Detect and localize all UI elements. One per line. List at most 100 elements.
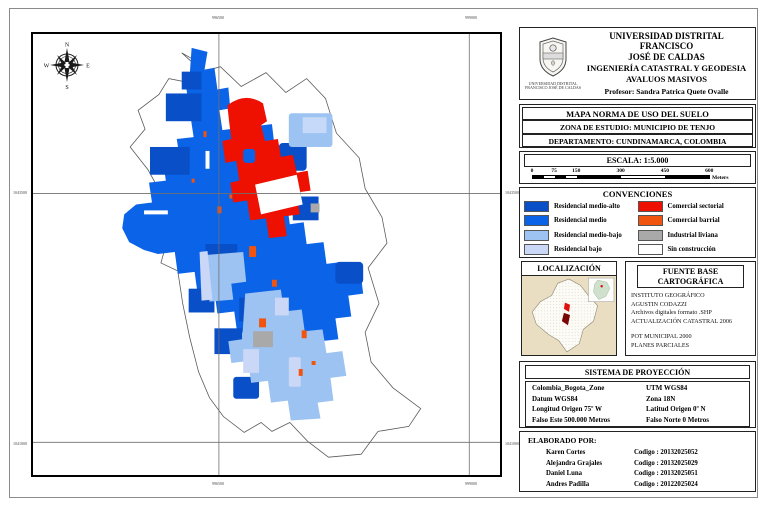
legend-label: Residencial medio <box>554 217 607 225</box>
scale-tick: 75 <box>551 168 557 174</box>
legend-swatch <box>637 215 663 227</box>
authors-title: ELABORADO POR: <box>528 436 597 445</box>
location-title: LOCALIZACIÓN <box>521 261 617 276</box>
author-name: Daniel Luna <box>546 470 583 477</box>
zone-residencial-bajo-layer <box>199 251 301 387</box>
projection-cell: Longitud Origen 75º W <box>532 405 603 413</box>
projection-row: Longitud Origen 75º W Latitud Origen 0º N <box>532 404 743 415</box>
legend-item: Industrial liviana <box>637 228 752 243</box>
zone-comercial-barrial-layer <box>191 131 316 376</box>
location-inset-map <box>521 276 617 356</box>
grid-label-bottom-1: 996500 <box>212 481 224 486</box>
university-logo: 0 UNIVERSIDAD DISTRITAL FRANCISCO JOSÉ D… <box>524 36 582 91</box>
scale-label: ESCALA: 1:5.000 <box>524 154 751 167</box>
scale-bar: 0 75 150 300 450 600 Meters <box>531 168 743 183</box>
legend-panel: CONVENCIONES Residencial medio-alto Resi… <box>519 187 756 258</box>
grid-label-top-2: 999000 <box>465 15 477 20</box>
legend-label: Residencial medio-alto <box>554 202 620 210</box>
author-name: Alejandra Grajales <box>546 459 603 467</box>
legend-swatch <box>637 229 663 241</box>
author-code: Codigo : 20132025052 <box>634 449 698 456</box>
legend-item: Residencial bajo <box>524 243 638 258</box>
projection-cell: Zona 18N <box>645 394 676 403</box>
study-zone: ZONA DE ESTUDIO: MUNICIPIO DE TENJO <box>522 120 753 134</box>
author-row: Daniel Luna Codigo : 20132025051 <box>528 469 747 480</box>
legend-title: CONVENCIONES <box>602 189 673 199</box>
scale-tick: 450 <box>660 168 670 174</box>
author-row: Andres Padilla Codigo : 20122025024 <box>528 480 747 491</box>
projection-row: Datum WGS84 Zona 18N <box>532 394 743 405</box>
grid-label-right-2: 1041000 <box>505 441 519 446</box>
scale-tick: 600 <box>705 168 714 174</box>
projection-cell: Datum WGS84 <box>532 394 578 403</box>
source-title-line1: FUENTE BASE <box>662 267 719 276</box>
source-line: ACTUALIZACIÓN CATASTRAL 2006 <box>631 317 733 325</box>
legend-item: Residencial medio-alto <box>524 199 638 214</box>
legend-item: Comercial sectorial <box>637 199 752 214</box>
municipality-highlight <box>563 302 571 312</box>
author-code: Codigo : 20132025051 <box>634 470 698 477</box>
projection-table: Colombia_Bogota_Zone UTM WGS84 Datum WGS8… <box>525 381 750 427</box>
legend-swatch <box>524 200 549 212</box>
projection-cell: Falso Este 500.000 Metros <box>532 415 611 424</box>
legend-item: Residencial medio <box>524 214 638 229</box>
compass-west-label: W <box>44 64 50 70</box>
source-line: POT MUNICIPAL 2000 <box>631 333 692 340</box>
source-title-line2: CARTOGRÁFICA <box>657 276 724 286</box>
location-inset-group: LOCALIZACIÓN <box>521 261 617 356</box>
author-code: Codigo : 20132025029 <box>634 459 698 467</box>
projection-cell: Latitud Origen 0º N <box>645 405 706 413</box>
university-crest-icon: 0 <box>539 36 567 77</box>
author-row: Alejandra Grajales Codigo : 20132025029 <box>528 459 747 470</box>
grid-label-left-1: 1043500 <box>13 190 27 195</box>
map-title-panel: MAPA NORMA DE USO DEL SUELO ZONA DE ESTU… <box>519 104 756 148</box>
author-name: Karen Cortes <box>546 449 586 456</box>
scale-panel: ESCALA: 1:5.000 0 75 150 300 450 600 Met… <box>519 151 756 184</box>
professor-line: Profesor: Sandra Patrica Quete Ovalle <box>604 87 729 97</box>
grid-label-bottom-2: 999000 <box>465 481 477 486</box>
author-code: Codigo : 20122025024 <box>634 480 698 488</box>
compass-rose-icon: N S W E <box>44 43 90 91</box>
compass-east-label: E <box>86 64 90 70</box>
legend-label: Sin construcción <box>667 246 716 254</box>
university-name-line2: JOSÉ DE CALDAS <box>628 51 705 62</box>
author-name: Andres Padilla <box>546 480 590 488</box>
university-header-panel: 0 UNIVERSIDAD DISTRITAL FRANCISCO JOSÉ D… <box>519 27 756 100</box>
scale-bar-segments <box>532 175 710 179</box>
projection-row: Falso Este 500.000 Metros Falso Norte 0 M… <box>532 415 743 426</box>
projection-title: SISTEMA DE PROYECCIÓN <box>525 365 750 379</box>
source-line: Archivos digitales formato .SHP <box>631 309 712 316</box>
legend-swatch <box>637 244 663 256</box>
grid-label-left-2: 1041000 <box>13 441 27 446</box>
zone-industrial-liviana-layer <box>253 203 320 348</box>
legend-swatch <box>637 200 663 212</box>
legend-label: Residencial bajo <box>554 246 602 254</box>
country-mini-inset <box>588 277 615 302</box>
authors-panel: ELABORADO POR: Karen Cortes Codigo : 2013… <box>519 431 756 492</box>
projection-cell: Colombia_Bogota_Zone <box>532 384 605 392</box>
location-inset-canvas <box>531 277 615 353</box>
legend-label: Industrial liviana <box>667 231 718 239</box>
logo-caption-line1: UNIVERSIDAD DISTRITAL <box>528 80 578 86</box>
grid-label-top-1: 996500 <box>212 15 224 20</box>
legend-item: Residencial medio-bajo <box>524 228 638 243</box>
scale-unit: Meters <box>712 175 729 181</box>
map-canvas <box>33 34 500 475</box>
zone-sin-construccion-hole <box>255 174 303 215</box>
compass-south-label: S <box>65 85 68 90</box>
source-title: FUENTE BASE CARTOGRÁFICA <box>637 265 744 288</box>
source-panel: FUENTE BASE CARTOGRÁFICA INSTITUTO GEOGR… <box>625 261 756 356</box>
source-line: AGUSTIN CODAZZI <box>631 300 687 308</box>
program-line: INGENIERÍA CATASTRAL Y GEODESIA <box>586 63 747 74</box>
legend-swatch <box>524 229 549 241</box>
map-title: MAPA NORMA DE USO DEL SUELO <box>522 107 753 121</box>
legend-item: Sin construcción <box>637 243 752 258</box>
department: DEPARTAMENTO: CUNDINAMARCA, COLOMBIA <box>522 133 753 147</box>
legend-swatch <box>524 244 549 256</box>
compass-north-label: N <box>65 43 70 49</box>
legend-item: Comercial barrial <box>637 214 752 229</box>
source-line: PLANES PARCIALES <box>631 341 690 349</box>
projection-cell: Falso Norte 0 Metros <box>645 415 709 424</box>
zone-residencial-medio-bajo-layer <box>205 113 347 421</box>
